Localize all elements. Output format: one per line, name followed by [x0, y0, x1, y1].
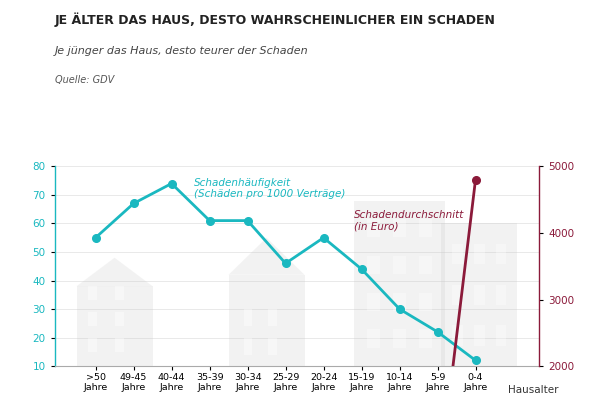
Bar — [367, 329, 380, 348]
Bar — [496, 325, 507, 346]
Text: Je jünger das Haus, desto teurer der Schaden: Je jünger das Haus, desto teurer der Sch… — [55, 46, 308, 56]
Bar — [441, 223, 518, 366]
Polygon shape — [76, 258, 153, 286]
Bar — [88, 286, 98, 300]
Bar — [496, 244, 507, 264]
Bar — [244, 309, 252, 326]
Bar — [367, 256, 380, 274]
Text: Quelle: GDV: Quelle: GDV — [55, 75, 114, 85]
Bar — [419, 219, 432, 238]
Bar — [115, 286, 124, 300]
Bar — [393, 329, 406, 348]
Text: Schadenhäufigkeit
(Schäden pro 1000 Verträge): Schadenhäufigkeit (Schäden pro 1000 Vert… — [195, 178, 346, 199]
Bar — [419, 329, 432, 348]
Bar — [244, 337, 252, 355]
Bar — [419, 292, 432, 311]
Bar — [228, 275, 305, 366]
Bar — [452, 325, 463, 346]
Bar — [452, 244, 463, 264]
Text: Hausalter: Hausalter — [508, 385, 558, 395]
Bar — [393, 256, 406, 274]
Bar — [419, 256, 432, 274]
Bar — [393, 219, 406, 238]
Bar — [367, 219, 380, 238]
Bar — [367, 292, 380, 311]
Bar — [393, 292, 406, 311]
Text: Schadendurchschnitt
(in Euro): Schadendurchschnitt (in Euro) — [354, 210, 464, 231]
Bar — [76, 286, 153, 366]
Bar — [354, 201, 445, 366]
Bar — [88, 337, 98, 352]
Bar — [496, 285, 507, 305]
Bar — [115, 312, 124, 326]
Bar — [268, 337, 277, 355]
Bar — [115, 337, 124, 352]
Bar — [268, 309, 277, 326]
Bar — [474, 285, 485, 305]
Bar — [452, 285, 463, 305]
Bar — [474, 325, 485, 346]
Polygon shape — [228, 238, 305, 275]
Bar — [474, 244, 485, 264]
Text: JE ÄLTER DAS HAUS, DESTO WAHRSCHEINLICHER EIN SCHADEN: JE ÄLTER DAS HAUS, DESTO WAHRSCHEINLICHE… — [55, 12, 496, 27]
Bar — [88, 312, 98, 326]
